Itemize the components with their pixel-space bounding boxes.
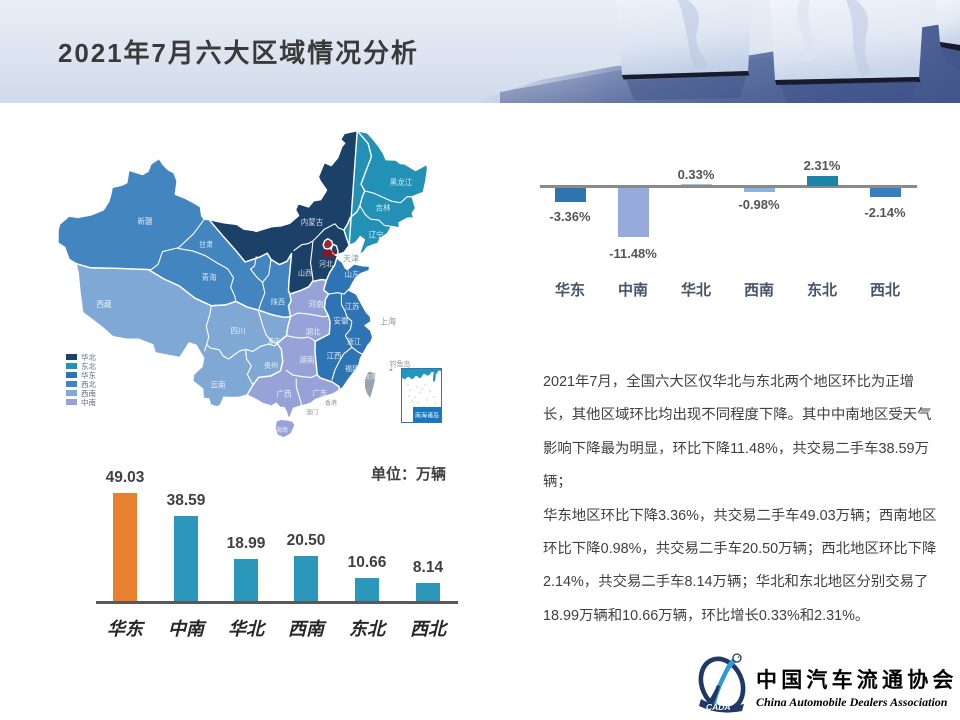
svg-text:北京: 北京	[322, 249, 335, 258]
svg-text:西藏: 西藏	[97, 299, 112, 309]
svg-text:江苏: 江苏	[345, 301, 360, 311]
svg-text:香港: 香港	[325, 399, 337, 407]
svg-text:新疆: 新疆	[138, 216, 153, 226]
svg-text:天津: 天津	[343, 253, 359, 263]
svg-text:广西: 广西	[277, 389, 292, 399]
svg-text:CADA: CADA	[706, 702, 731, 712]
svg-text:安徽: 安徽	[334, 315, 349, 325]
svg-text:黑龙江: 黑龙江	[390, 177, 413, 187]
svg-text:钓鱼岛: 钓鱼岛	[390, 360, 411, 369]
svg-text:甘肃: 甘肃	[199, 240, 213, 249]
svg-text:湖南: 湖南	[300, 354, 315, 364]
svg-text:广东: 广东	[313, 388, 328, 398]
svg-text:China Automobile Dealers Assoc: China Automobile Dealers Association	[756, 695, 948, 709]
svg-text:浙江: 浙江	[347, 337, 361, 346]
svg-text:福建: 福建	[345, 364, 359, 373]
svg-text:陕西: 陕西	[271, 298, 285, 307]
svg-text:重庆: 重庆	[268, 337, 280, 345]
svg-text:台湾: 台湾	[364, 373, 376, 381]
svg-text:内蒙古: 内蒙古	[301, 217, 324, 227]
svg-text:南海诸岛: 南海诸岛	[415, 412, 439, 420]
svg-text:吉林: 吉林	[376, 202, 391, 212]
svg-text:海南: 海南	[276, 426, 288, 434]
svg-text:河北: 河北	[319, 260, 333, 268]
svg-text:贵州: 贵州	[264, 361, 278, 370]
svg-text:辽宁: 辽宁	[369, 229, 384, 239]
svg-text:澳门: 澳门	[306, 408, 318, 416]
svg-text:四川: 四川	[231, 327, 246, 336]
svg-text:湖北: 湖北	[306, 328, 321, 337]
svg-text:江西: 江西	[327, 351, 342, 360]
svg-text:山东: 山东	[345, 269, 360, 279]
svg-text:上海: 上海	[380, 316, 396, 326]
svg-text:云南: 云南	[211, 379, 226, 389]
svg-text:青海: 青海	[202, 272, 217, 282]
svg-text:中国汽车流通协会: 中国汽车流通协会	[756, 668, 958, 692]
svg-text:河南: 河南	[309, 299, 324, 309]
svg-text:山西: 山西	[298, 269, 312, 278]
